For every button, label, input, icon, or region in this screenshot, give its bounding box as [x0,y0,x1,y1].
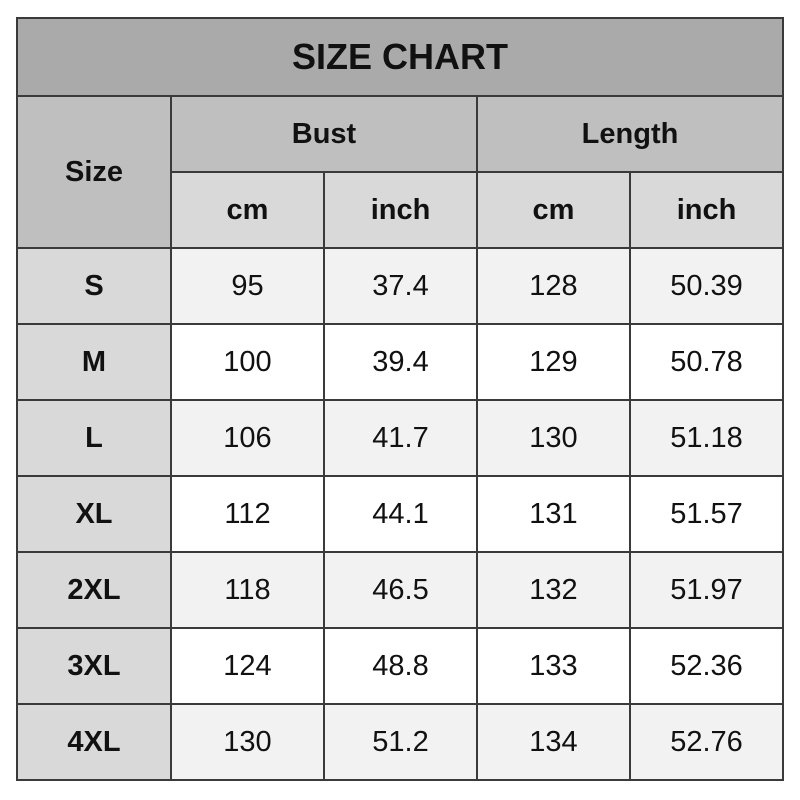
unit-header: cm [476,171,631,249]
table-row: 3XL 124 48.8 133 52.36 [16,627,784,705]
value-cell: 48.8 [323,627,478,705]
value-cell: 44.1 [323,475,478,553]
size-chart-table: SIZE CHART Size Bust Length cm inch cm i… [16,17,784,781]
value-cell: 129 [476,323,631,401]
value-cell: 106 [170,399,325,477]
value-cell: 51.2 [323,703,478,781]
value-cell: 51.97 [629,551,784,629]
value-cell: 51.18 [629,399,784,477]
value-cell: 50.78 [629,323,784,401]
length-header: Length [476,95,784,173]
value-cell: 130 [476,399,631,477]
size-cell: L [16,399,172,477]
value-cell: 132 [476,551,631,629]
value-cell: 51.57 [629,475,784,553]
size-cell: S [16,247,172,325]
size-cell: 3XL [16,627,172,705]
size-cell: XL [16,475,172,553]
table-row: L 106 41.7 130 51.18 [16,399,784,477]
unit-header: inch [629,171,784,249]
size-cell: 4XL [16,703,172,781]
table-row: S 95 37.4 128 50.39 [16,247,784,325]
value-cell: 46.5 [323,551,478,629]
value-cell: 128 [476,247,631,325]
size-cell: M [16,323,172,401]
value-cell: 118 [170,551,325,629]
value-cell: 52.76 [629,703,784,781]
value-cell: 112 [170,475,325,553]
value-cell: 37.4 [323,247,478,325]
value-cell: 131 [476,475,631,553]
value-cell: 130 [170,703,325,781]
value-cell: 95 [170,247,325,325]
bust-header: Bust [170,95,478,173]
table-row: 4XL 130 51.2 134 52.76 [16,703,784,781]
table-row: 2XL 118 46.5 132 51.97 [16,551,784,629]
value-cell: 50.39 [629,247,784,325]
size-cell: 2XL [16,551,172,629]
value-cell: 41.7 [323,399,478,477]
value-cell: 134 [476,703,631,781]
value-cell: 100 [170,323,325,401]
value-cell: 124 [170,627,325,705]
value-cell: 133 [476,627,631,705]
value-cell: 52.36 [629,627,784,705]
size-header: Size [16,95,172,249]
chart-title: SIZE CHART [16,17,784,97]
table-row: XL 112 44.1 131 51.57 [16,475,784,553]
unit-header: inch [323,171,478,249]
unit-header: cm [170,171,325,249]
table-row: M 100 39.4 129 50.78 [16,323,784,401]
value-cell: 39.4 [323,323,478,401]
